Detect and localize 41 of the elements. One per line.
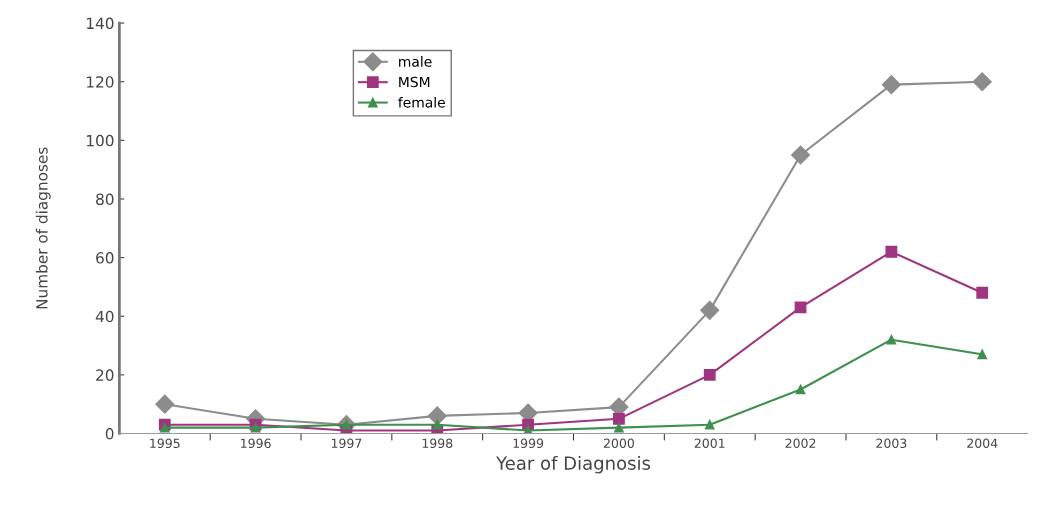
point <box>791 145 811 165</box>
x-tick-label: 2004 <box>967 438 998 449</box>
y-tick-label: 80 <box>96 193 114 205</box>
point <box>250 422 261 433</box>
x-tick-label: 1997 <box>331 438 362 449</box>
y-tick-label: 20 <box>96 369 114 381</box>
point <box>155 394 175 414</box>
point <box>972 72 992 92</box>
point <box>977 349 988 360</box>
x-tick-label: 2002 <box>785 438 816 449</box>
point <box>613 412 625 425</box>
x-tick-label: 1998 <box>422 438 453 449</box>
point <box>886 334 897 345</box>
point <box>704 419 715 430</box>
x-tick-label: 1995 <box>150 438 180 449</box>
point <box>976 286 989 299</box>
x-tick-label: 2003 <box>876 438 907 449</box>
legend-label: MSM <box>399 76 430 88</box>
x-tick-label: 2000 <box>603 438 634 449</box>
y-tick-label: 140 <box>87 17 114 30</box>
point <box>427 406 447 426</box>
x-tick-label: 1999 <box>513 438 544 449</box>
x-tick-label: 1996 <box>241 438 271 449</box>
y-tick-label: 120 <box>87 76 114 88</box>
point <box>795 384 806 395</box>
y-tick-label: 0 <box>105 427 114 440</box>
y-axis-title: Number of diagnoses <box>35 147 51 309</box>
x-tick-label: 2001 <box>694 438 725 449</box>
legend-label: female <box>398 96 445 108</box>
legend-label: male <box>399 56 432 67</box>
point <box>614 422 624 433</box>
y-tick-label: 40 <box>95 310 114 323</box>
point <box>885 245 898 258</box>
point <box>159 422 170 433</box>
point <box>703 368 716 381</box>
point <box>881 75 901 95</box>
y-tick-label: 100 <box>87 134 114 147</box>
y-tick-label: 60 <box>96 252 114 264</box>
point <box>700 300 720 320</box>
point <box>432 419 443 430</box>
x-axis-title: Year of Diagnosis <box>496 456 651 474</box>
